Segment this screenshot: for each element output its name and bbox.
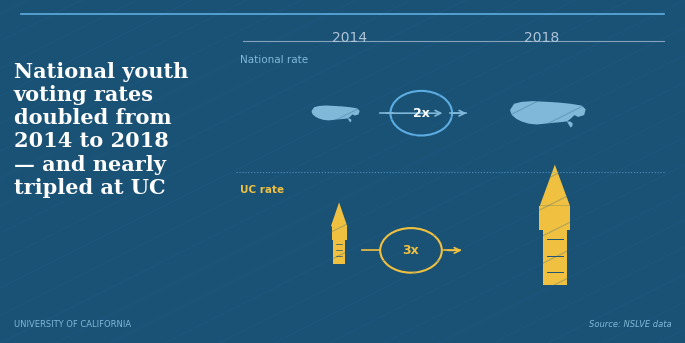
Text: 2x: 2x (413, 107, 429, 120)
Text: UNIVERSITY OF CALIFORNIA: UNIVERSITY OF CALIFORNIA (14, 320, 131, 329)
Text: UC rate: UC rate (240, 185, 284, 195)
Polygon shape (331, 202, 347, 226)
Polygon shape (510, 101, 586, 125)
Text: 2014: 2014 (332, 31, 367, 45)
Polygon shape (347, 118, 351, 122)
Bar (540, 206, 571, 230)
Polygon shape (312, 106, 360, 120)
Polygon shape (540, 165, 570, 206)
Bar (543, 223, 567, 285)
Bar (332, 226, 347, 240)
Text: Source: NSLVE data: Source: NSLVE data (588, 320, 671, 329)
Bar (333, 237, 345, 264)
Text: 2018: 2018 (523, 31, 559, 45)
Text: 3x: 3x (403, 244, 419, 257)
Polygon shape (566, 121, 573, 128)
Text: National youth
voting rates
doubled from
2014 to 2018
— and nearly
tripled at UC: National youth voting rates doubled from… (14, 62, 188, 198)
Text: National rate: National rate (240, 55, 308, 65)
